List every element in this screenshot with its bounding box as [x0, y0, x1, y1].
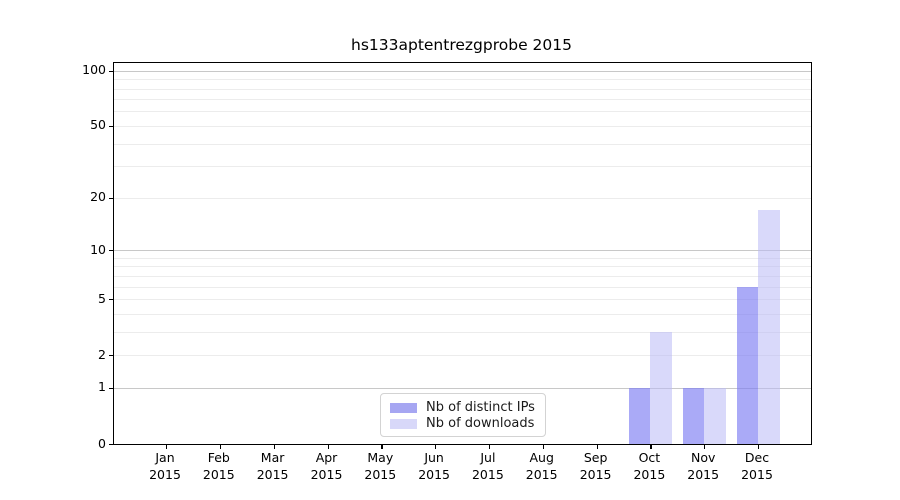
legend: Nb of distinct IPs Nb of downloads — [380, 393, 546, 437]
y-tick-mark — [109, 355, 114, 357]
x-tick-mark — [704, 444, 706, 449]
legend-item-distinct-ips: Nb of distinct IPs — [390, 400, 536, 415]
x-tick-month: Nov — [690, 450, 716, 465]
x-tick-mark — [596, 444, 598, 449]
x-tick-mark — [542, 444, 544, 449]
bar-distinct-ips — [736, 286, 758, 444]
y-tick-mark — [109, 197, 114, 199]
x-tick-year: 2015 — [256, 466, 289, 482]
x-tick-year: 2015 — [202, 466, 235, 482]
x-tick-year: 2015 — [418, 466, 450, 482]
bar-downloads — [704, 387, 726, 444]
minor-gridline — [114, 313, 811, 315]
minor-gridline — [114, 355, 811, 357]
x-tick-month: Feb — [207, 450, 230, 465]
x-tick-label: Jul 2015 — [460, 450, 516, 483]
x-tick-month: Sep — [583, 450, 608, 465]
x-tick-label: Nov 2015 — [675, 450, 731, 483]
x-tick-mark — [381, 444, 383, 449]
x-tick-year: 2015 — [741, 466, 773, 482]
major-gridline — [114, 250, 811, 251]
y-tick-mark — [109, 250, 114, 252]
x-tick-label: Feb 2015 — [191, 450, 247, 483]
minor-gridline — [114, 299, 811, 300]
x-tick-month: Jun — [424, 450, 444, 465]
y-tick-label: 50 — [90, 117, 106, 133]
x-tick-label: Jan 2015 — [137, 450, 193, 483]
x-tick-mark — [166, 444, 168, 449]
x-tick-label: Dec 2015 — [729, 450, 785, 483]
x-tick-year: 2015 — [471, 466, 504, 482]
minor-gridline — [114, 143, 811, 145]
x-tick-mark — [488, 444, 491, 449]
bar-downloads — [758, 210, 780, 444]
y-tick-mark — [109, 299, 114, 301]
minor-gridline — [114, 99, 811, 101]
x-tick-month: Dec — [744, 450, 770, 465]
minor-gridline — [114, 111, 811, 113]
minor-gridline — [114, 331, 811, 333]
x-tick-year: 2015 — [364, 466, 397, 482]
y-tick-label: 1 — [98, 379, 106, 395]
x-tick-label: Oct 2015 — [621, 450, 677, 483]
y-tick-label: 2 — [98, 346, 106, 362]
minor-gridline — [114, 257, 811, 259]
plot-area: Nb of distinct IPs Nb of downloads — [109, 62, 812, 449]
y-tick-label: 0 — [98, 435, 106, 451]
legend-label-distinct-ips: Nb of distinct IPs — [426, 400, 535, 415]
x-tick-label: Apr 2015 — [299, 450, 355, 483]
downloads-swatch-icon — [390, 418, 417, 429]
x-tick-month: May — [367, 450, 394, 465]
bar-downloads — [650, 331, 672, 444]
x-tick-label: May 2015 — [352, 450, 408, 483]
y-tick-label: 100 — [82, 62, 106, 78]
y-tick-mark — [109, 125, 114, 128]
legend-label-downloads: Nb of downloads — [426, 416, 535, 431]
x-tick-month: Oct — [638, 450, 661, 465]
x-tick-month: Mar — [260, 450, 285, 465]
x-tick-month: Jan — [155, 450, 175, 465]
major-gridline — [114, 387, 811, 389]
major-gridline — [114, 70, 811, 72]
x-tick-mark — [435, 444, 437, 449]
x-tick-mark — [758, 444, 760, 449]
x-tick-label: Aug 2015 — [514, 450, 570, 483]
x-tick-month: Jul — [480, 450, 496, 465]
minor-gridline — [114, 286, 811, 288]
y-tick-mark — [109, 444, 114, 446]
y-tick-label: 20 — [90, 189, 106, 205]
minor-gridline — [114, 79, 811, 81]
minor-gridline — [114, 166, 811, 168]
y-tick-label: 10 — [90, 241, 106, 257]
y-tick-label: 5 — [98, 290, 106, 306]
x-tick-label: Jun 2015 — [406, 450, 462, 483]
x-tick-year: 2015 — [149, 466, 181, 482]
minor-gridline — [114, 275, 811, 277]
x-tick-month: Aug — [529, 450, 554, 465]
minor-gridline — [114, 125, 811, 127]
x-tick-mark — [650, 444, 652, 449]
x-tick-mark — [327, 444, 329, 449]
x-tick-label: Mar 2015 — [245, 450, 301, 483]
x-tick-year: 2015 — [633, 466, 666, 482]
bar-distinct-ips — [682, 387, 705, 444]
x-tick-mark — [219, 444, 222, 449]
x-tick-year: 2015 — [687, 466, 720, 482]
minor-gridline — [114, 197, 811, 199]
y-tick-mark — [109, 387, 114, 390]
x-tick-label: Sep 2015 — [568, 450, 624, 483]
x-tick-year: 2015 — [310, 466, 343, 482]
x-tick-year: 2015 — [525, 466, 558, 482]
x-tick-month: Apr — [315, 450, 338, 465]
distinct-ips-swatch-icon — [390, 402, 417, 413]
bar-distinct-ips — [628, 387, 651, 444]
minor-gridline — [114, 88, 811, 90]
chart-title: hs133aptentrezgprobe 2015 — [351, 36, 572, 54]
x-tick-mark — [273, 444, 275, 449]
minor-gridline — [114, 266, 811, 268]
x-tick-year: 2015 — [579, 466, 612, 482]
y-tick-mark — [109, 70, 114, 72]
legend-item-downloads: Nb of downloads — [390, 416, 536, 431]
